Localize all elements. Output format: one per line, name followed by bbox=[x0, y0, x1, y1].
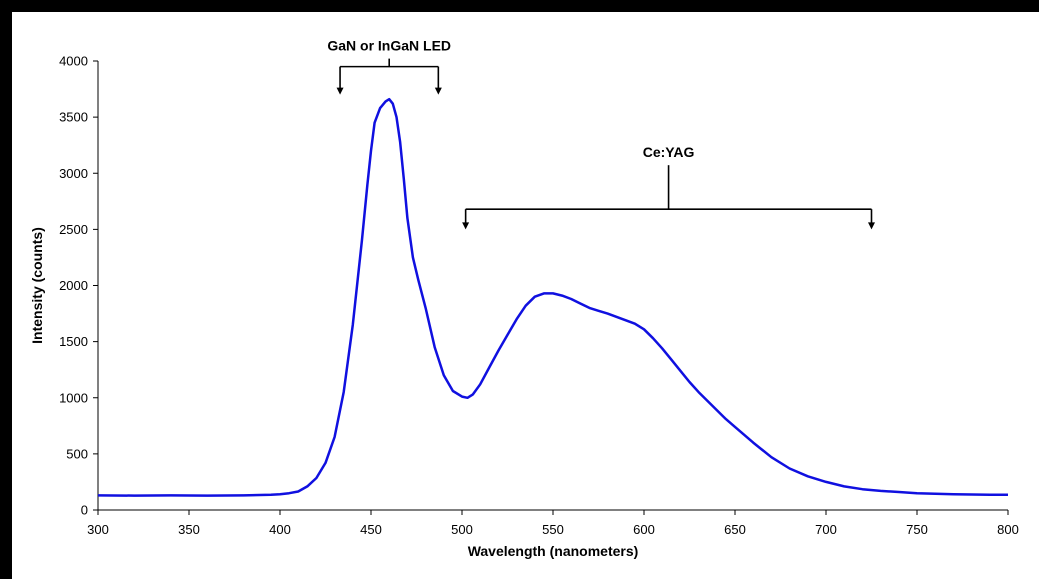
y-tick-label: 3000 bbox=[59, 166, 88, 181]
annotation-label: GaN or InGaN LED bbox=[327, 38, 451, 54]
x-tick-label: 350 bbox=[178, 522, 200, 537]
x-tick-label: 500 bbox=[451, 522, 473, 537]
annotation-arrow bbox=[336, 87, 344, 95]
y-tick-label: 2000 bbox=[59, 278, 88, 293]
y-tick-label: 1000 bbox=[59, 390, 88, 405]
annotation-arrow bbox=[868, 222, 875, 230]
annotation-group: GaN or InGaN LED Ce:YAG bbox=[327, 38, 875, 230]
x-tick-label: 450 bbox=[360, 522, 382, 537]
y-tick-label: 500 bbox=[66, 446, 88, 461]
y-axis-title: Intensity (counts) bbox=[29, 227, 45, 344]
chart-frame: 300 350 400 450 500 550 600 650 700 750 800 0 500 100… bbox=[12, 12, 1039, 579]
annotation-arrow bbox=[434, 87, 442, 95]
x-tick-label: 300 bbox=[87, 522, 109, 537]
x-tick-label: 550 bbox=[542, 522, 564, 537]
x-tick-label: 400 bbox=[269, 522, 291, 537]
y-tick-label: 0 bbox=[81, 503, 88, 518]
series-line bbox=[97, 97, 1008, 497]
annotation-arrow bbox=[462, 222, 470, 230]
x-axis-title: Wavelength (nanometers) bbox=[468, 543, 639, 559]
y-tick-label: 3500 bbox=[59, 110, 88, 125]
annotation-label: Ce:YAG bbox=[643, 144, 695, 160]
y-tick-label: 2500 bbox=[59, 222, 88, 237]
x-tick-label: 800 bbox=[997, 522, 1019, 537]
emission-spectrum-chart: 300 350 400 450 500 550 600 650 700 750 800 0 500 100… bbox=[29, 38, 1019, 559]
tick-group: 300 350 400 450 500 550 600 650 700 750 800 0 500 100… bbox=[59, 54, 1019, 538]
y-tick-label: 4000 bbox=[59, 54, 88, 69]
x-tick-label: 600 bbox=[633, 522, 655, 537]
x-tick-label: 700 bbox=[815, 522, 837, 537]
y-tick-label: 1500 bbox=[59, 334, 88, 349]
axes bbox=[97, 61, 1008, 511]
x-tick-label: 750 bbox=[906, 522, 928, 537]
annotation-bracket: GaN or InGaN LED bbox=[327, 38, 451, 95]
annotation-bracket: Ce:YAG bbox=[462, 144, 875, 230]
x-tick-label: 650 bbox=[724, 522, 746, 537]
